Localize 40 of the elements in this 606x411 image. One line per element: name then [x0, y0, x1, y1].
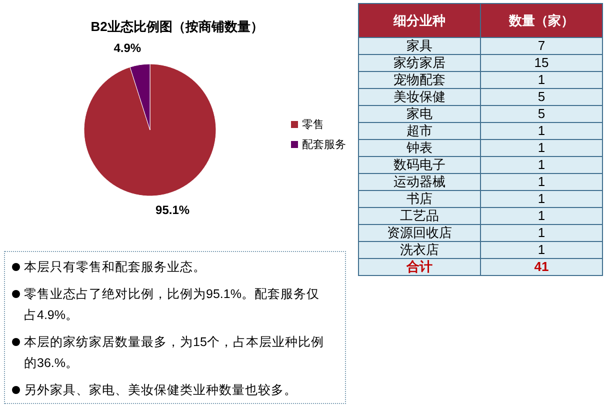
data-label: 1: [480, 174, 602, 190]
data-label: 1: [480, 224, 602, 242]
data-label: 5: [480, 88, 602, 106]
text: 另外家具、家电、美妆保健类业种数量也较多。: [24, 383, 297, 397]
chart-title: B2业态比例图（按商铺数量）: [90, 19, 264, 34]
legend-label: 配套服务: [302, 138, 346, 151]
data-label: 1: [480, 190, 602, 208]
category-label: 工艺品: [358, 208, 480, 224]
pie-slice: [84, 64, 216, 196]
legend-label: 零售: [302, 118, 324, 131]
category-label: 宠物配套: [358, 72, 480, 88]
category-label: 书店: [358, 190, 480, 208]
category-label: 家电: [358, 106, 480, 122]
category-label: 洗衣店: [358, 242, 480, 258]
category-label: 数码电子: [358, 156, 480, 174]
category-label: 资源回收店: [358, 224, 480, 242]
text: 41: [534, 259, 549, 274]
data-label: 1: [480, 156, 602, 174]
data-label: 1: [480, 208, 602, 224]
data-label: 5: [480, 106, 602, 122]
text: 合计: [358, 258, 480, 276]
data-label: 15: [480, 54, 602, 72]
text: 数量（家）: [480, 4, 602, 38]
data-label: 1: [480, 72, 602, 88]
data-label: 7: [480, 38, 602, 54]
text: 细分业种: [358, 4, 480, 38]
text: 本层只有零售和配套服务业态。: [24, 260, 206, 274]
text: 本层的家纺家居数量最多，为15个，占本层业种比例的36.%。: [24, 335, 324, 370]
category-label: 超市: [358, 122, 480, 140]
category-label: 运动器械: [358, 174, 480, 190]
category-label: 钟表: [358, 140, 480, 156]
data-label: 1: [480, 140, 602, 156]
data-label: 4.9%: [114, 41, 142, 56]
category-label: 美妆保健: [358, 88, 480, 106]
data-label: 1: [480, 242, 602, 258]
text: 零售业态占了绝对比例，比例为95.1%。配套服务仅占4.9%。: [24, 287, 320, 322]
data-label: 95.1%: [156, 203, 190, 218]
data-label: 1: [480, 122, 602, 140]
category-label: 家纺家居: [358, 54, 480, 72]
category-label: 家具: [358, 38, 480, 54]
